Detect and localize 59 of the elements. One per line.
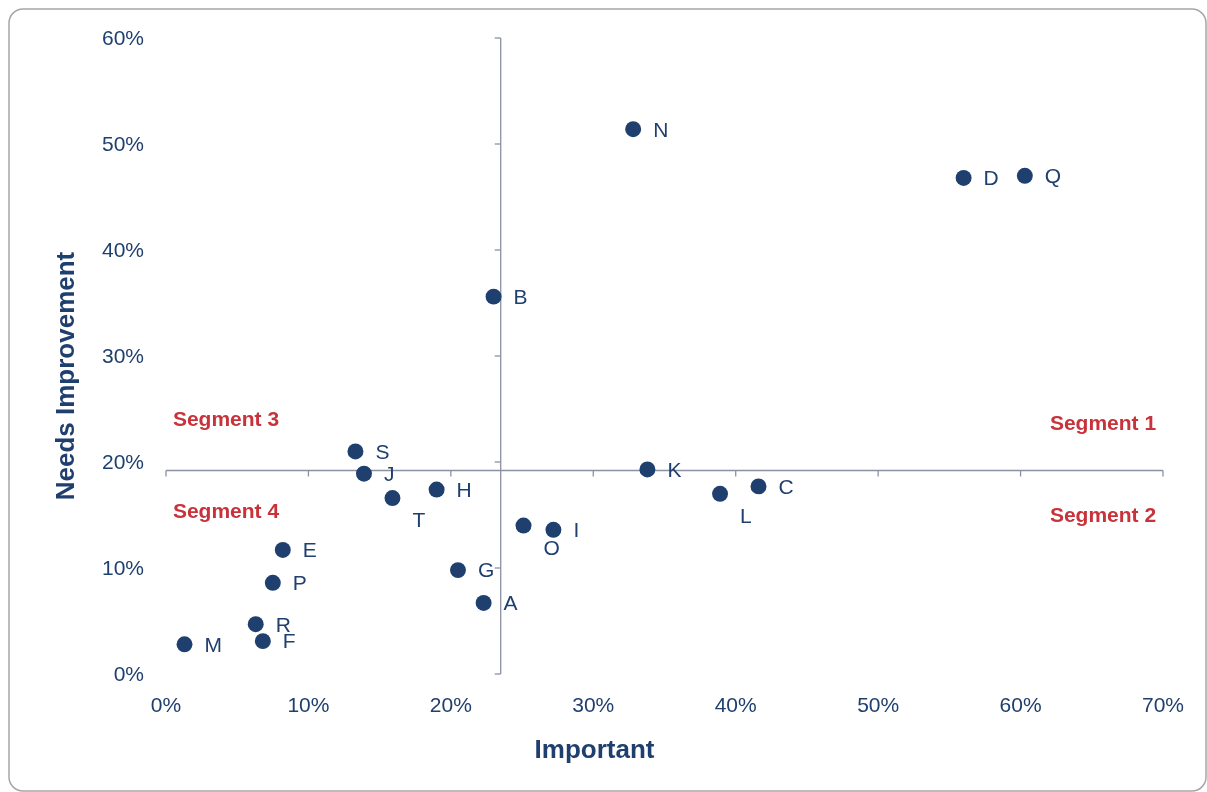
point (356, 465, 372, 482)
point (1016, 167, 1033, 184)
annotation: L (740, 504, 752, 528)
annotation: H (456, 477, 472, 501)
y-tick-label: 30% (101, 344, 144, 368)
annotation: M (204, 632, 223, 656)
point (428, 481, 445, 498)
annotation: D (983, 166, 999, 190)
point (176, 636, 193, 653)
annotation: N (653, 117, 669, 141)
point (450, 562, 466, 579)
annotation: S (375, 439, 390, 463)
point (347, 443, 364, 460)
point (639, 461, 656, 478)
y-tick-label: 60% (101, 26, 144, 50)
x-tick-label: 40% (714, 693, 757, 716)
annotation: Q (1044, 164, 1062, 188)
x-tick-label: 10% (287, 693, 330, 716)
annotation: K (667, 457, 682, 481)
annotation: P (292, 571, 307, 595)
point (254, 633, 271, 650)
point (274, 542, 291, 558)
annotation: Segment 1 (1049, 411, 1157, 435)
annotation: J (383, 462, 395, 486)
x-tick-label: 0% (150, 693, 182, 716)
x-tick-label: 60% (999, 693, 1042, 716)
annotation: G (477, 558, 495, 582)
x-tick-label: 30% (572, 693, 615, 716)
y-tick-label: 20% (101, 450, 144, 474)
point (485, 288, 502, 305)
annotation: I (573, 518, 580, 542)
annotation: Segment 3 (172, 407, 280, 431)
annotation: Segment 2 (1049, 503, 1157, 527)
x-tick-label: 50% (857, 693, 900, 716)
y-tick-label: 50% (101, 132, 144, 156)
annotation: Segment 4 (172, 499, 280, 523)
point (625, 121, 642, 138)
point (955, 169, 972, 186)
annotation: T (412, 508, 426, 532)
x-tick-label: 70% (1141, 693, 1185, 716)
point (384, 490, 401, 506)
point (712, 485, 729, 502)
annotation: O (543, 535, 560, 559)
y-tick-label: 10% (101, 556, 144, 580)
y-tick-label: 0% (113, 662, 144, 686)
point (247, 616, 264, 633)
point (475, 595, 492, 611)
y-tick-label: 40% (101, 238, 144, 262)
point (750, 478, 767, 495)
y-axis-title: Needs Improvement (50, 251, 80, 501)
x-axis-title: Important (534, 734, 655, 764)
annotation: B (513, 284, 528, 308)
annotation: A (503, 591, 518, 615)
point (545, 521, 562, 538)
x-tick-label: 20% (429, 693, 472, 716)
annotation: E (302, 538, 317, 562)
point (264, 574, 281, 591)
point (515, 517, 532, 534)
annotation: C (778, 474, 794, 498)
